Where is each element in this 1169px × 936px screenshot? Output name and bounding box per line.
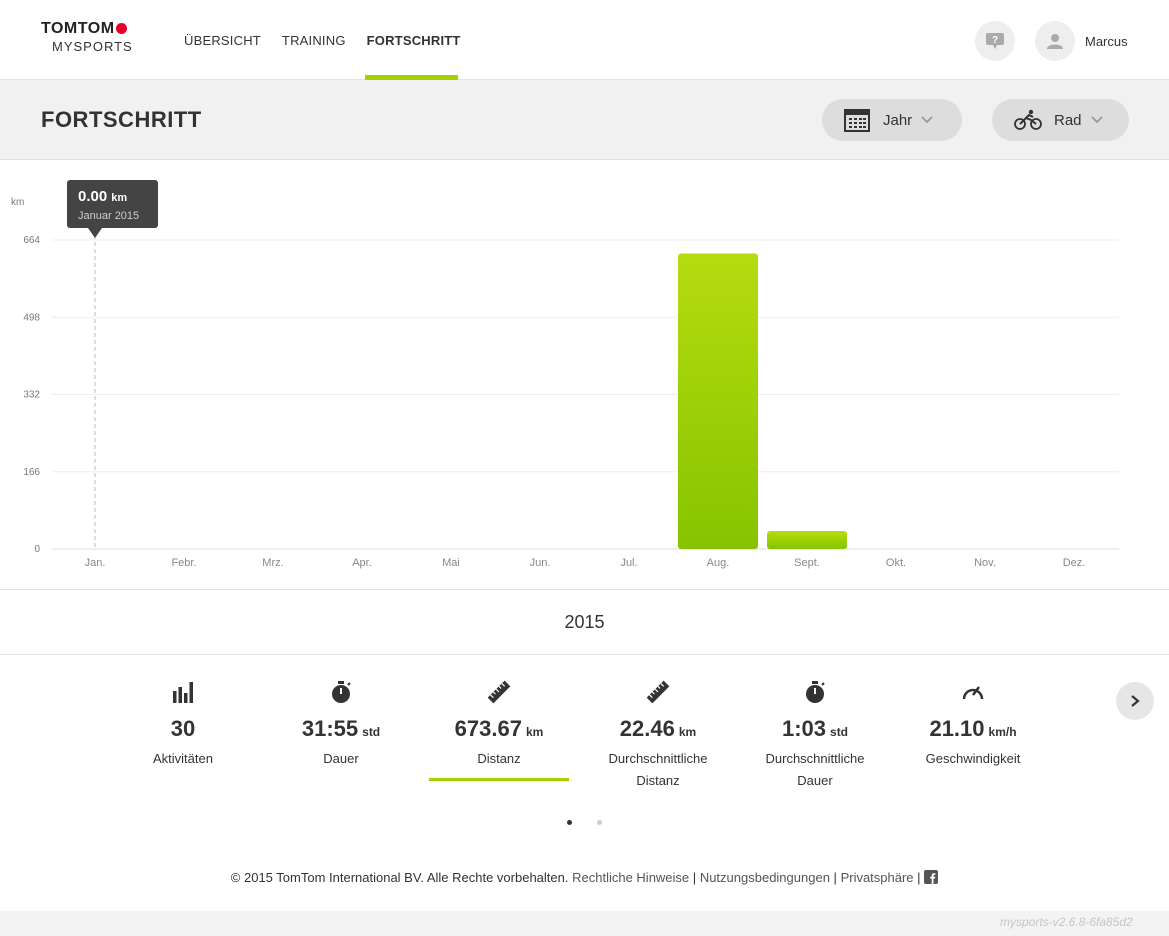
y-tick-label: 664 [23,235,40,246]
x-tick-label: Sept. [794,557,820,569]
stat-value: 22.46 [619,716,675,741]
stat-label: Distanz [477,751,521,766]
x-tick-label: Dez. [1063,557,1086,569]
logo-line1: TOMTOM [41,20,115,37]
page-title: FORTSCHRITT [41,107,202,132]
period-dropdown[interactable]: Jahr [822,99,962,141]
chat-question-icon: ? [986,33,1004,49]
terms-link[interactable]: Nutzungsbedingungen [699,870,830,885]
stat-value: 673.67 [454,716,522,741]
stopwatch-icon [332,681,351,703]
y-tick-label: 166 [23,467,40,478]
user-icon [1047,34,1063,49]
copyright: © 2015 TomTom International BV. Alle Rec… [230,870,569,885]
stat-avg-distance[interactable]: 22.46 km Durchschnittliche Distanz [583,680,733,792]
x-tick-label: Jul. [620,557,637,569]
stat-label: Durchschnittliche Dauer [765,751,865,788]
page-dot[interactable] [597,820,602,825]
tooltip-value: 0.00 [78,188,107,205]
period-label: Jahr [883,111,913,129]
separator: | [917,870,921,885]
stat-speed[interactable]: 21.10 km/h Geschwindigkeit [898,680,1048,770]
stat-value: 21.10 [929,716,985,741]
stat-value: 31:55 [301,716,359,741]
legal-link[interactable]: Rechtliche Hinweise [572,870,690,885]
nav-uebersicht[interactable]: ÜBERSICHT [184,33,261,48]
stat-value: 30 [170,716,196,741]
x-tick-label: Mrz. [262,557,283,569]
x-tick-label: Mai [442,557,460,569]
stat-duration[interactable]: 31:55 std Dauer [266,680,416,770]
nav-active-indicator [365,75,458,80]
tooltip-date: Januar 2015 [78,210,139,222]
logo-line2: MYSPORTS [52,39,133,54]
main-nav: ÜBERSICHT TRAINING FORTSCHRITT [184,33,482,48]
bar-chart-icon [173,682,193,703]
stat-selected-indicator [429,778,569,781]
stat-unit: km [678,725,697,739]
calendar-icon [844,109,870,132]
sport-dropdown[interactable]: Rad [992,99,1129,141]
top-header: TOMTOM MYSPORTS ÜBERSICHT TRAINING FORTS… [0,0,1169,80]
stat-unit: std [362,725,381,739]
ruler-icon [646,680,670,704]
bar-aug[interactable] [678,253,758,549]
footer: © 2015 TomTom International BV. Alle Rec… [0,870,1169,885]
page-dot-active[interactable] [567,820,572,825]
chart-tooltip: 0.00 km Januar 2015 [67,180,158,238]
year-label: 2015 [0,589,1169,655]
distance-chart: km 0 166 332 498 664 Jan. Febr. Mrz. Apr. Mai Jun… [11,180,1119,569]
stat-label: Aktivitäten [153,751,213,766]
sport-label: Rad [1054,111,1082,129]
speedometer-icon [962,686,984,700]
facebook-icon[interactable] [924,870,939,884]
stat-avg-duration[interactable]: 1:03 std Durchschnittliche Dauer [740,680,890,792]
ruler-icon [487,680,511,704]
page-header-bar [0,80,1169,160]
stat-unit: km [525,725,544,739]
stat-distance[interactable]: 673.67 km Distanz [424,680,574,770]
x-tick-label: Nov. [974,557,996,569]
stat-label: Dauer [323,751,359,766]
y-tick-label: 332 [23,390,40,401]
nav-training[interactable]: TRAINING [281,33,346,48]
help-button[interactable]: ? [975,21,1015,61]
x-tick-label: Apr. [352,557,372,569]
cyclist-icon [1014,109,1042,130]
nav-fortschritt[interactable]: FORTSCHRITT [366,33,461,48]
stat-label: Geschwindigkeit [925,751,1021,766]
stat-unit: std [830,725,849,739]
version-bar: mysports-v2.6.8-6fa85d2 [0,911,1169,936]
x-tick-label: Okt. [886,557,906,569]
bar-sept[interactable] [767,531,847,549]
stat-value: 1:03 [781,716,827,741]
stat-activities[interactable]: 30 Aktivitäten [108,680,258,770]
y-tick-label: 0 [34,544,40,555]
x-tick-label: Jan. [85,557,106,569]
y-axis-unit: km [11,197,24,208]
tooltip-unit: km [111,192,127,204]
chevron-down-icon [921,116,933,124]
svg-text:?: ? [992,35,998,46]
separator: | [692,870,697,885]
next-stats-button[interactable] [1116,682,1154,720]
x-tick-label: Aug. [707,557,730,569]
stat-unit: km/h [988,725,1017,739]
y-tick-label: 498 [23,312,40,323]
avatar[interactable] [1035,21,1075,61]
privacy-link[interactable]: Privatsphäre [840,870,914,885]
tomtom-mysports-logo[interactable]: TOMTOM MYSPORTS [41,20,133,54]
version-label: mysports-v2.6.8-6fa85d2 [1000,915,1133,929]
stat-label: Durchschnittliche Distanz [608,751,708,788]
chevron-right-icon [1131,695,1140,707]
username[interactable]: Marcus [1085,34,1128,49]
x-tick-label: Febr. [171,557,196,569]
logo-dot-icon [115,22,127,34]
chevron-down-icon [1090,116,1103,124]
x-tick-label: Jun. [530,557,551,569]
stopwatch-icon [806,681,825,703]
separator: | [833,870,837,885]
